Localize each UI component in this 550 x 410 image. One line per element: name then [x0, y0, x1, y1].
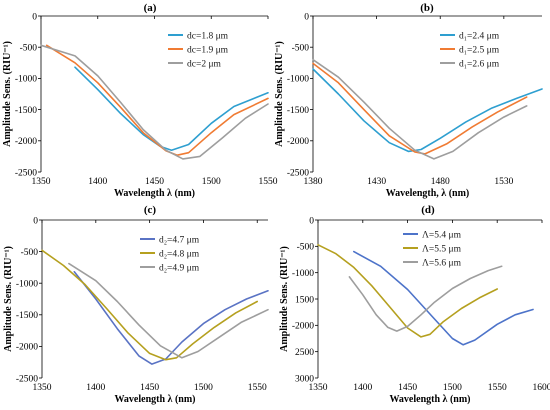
series-line-3	[312, 58, 528, 160]
y-axis-label: Amplitude Sens. (RIU⁻¹)	[279, 246, 290, 352]
series-line-3	[40, 44, 269, 160]
y-tick-label: -1000	[16, 280, 38, 290]
series-line-2	[41, 249, 259, 361]
y-tick-label: 3000	[295, 374, 314, 384]
x-tick-label: 1500	[194, 383, 213, 393]
x-tick-label: 1500	[202, 177, 221, 187]
x-tick-label: 1350	[33, 383, 52, 393]
x-tick-label: 1550	[259, 177, 278, 187]
y-tick-label: 1500	[295, 295, 314, 305]
x-tick-label: 1530	[494, 177, 513, 187]
y-tick-label: -2000	[15, 137, 37, 147]
x-tick-label: 1430	[367, 177, 386, 187]
y-tick-label: 2500	[295, 348, 314, 358]
y-tick-label: -2000	[292, 322, 314, 332]
panel-title: (b)	[420, 2, 434, 14]
x-tick-label: 1450	[145, 177, 164, 187]
legend-label: d₂=4.7 μm	[159, 235, 200, 245]
y-axis-label: Amplitude Sens. (RIU⁻¹)	[2, 41, 13, 147]
legend-label: Λ=5.5 μm	[422, 244, 462, 254]
series-line-2	[45, 44, 269, 156]
legend: d₁=2.4 μm d₁=2.5 μm d₁=2.6 μm	[440, 31, 500, 69]
x-tick-label: 1450	[140, 383, 159, 393]
y-tick-label: -1500	[15, 106, 37, 116]
y-tick-label: 0	[304, 12, 309, 22]
y-tick-label: -1000	[292, 269, 314, 279]
y-tick-label: 0	[33, 216, 38, 226]
x-axis-label: Wavelength, λ (nm)	[386, 188, 470, 199]
series-line-2	[312, 62, 528, 155]
y-tick-label: -2500	[15, 168, 37, 178]
panel-title: (c)	[144, 204, 157, 216]
x-tick-label: 1600	[533, 383, 550, 393]
y-tick-label: -1000	[15, 75, 37, 85]
y-tick-label: -1000	[287, 75, 309, 85]
legend-label: dc=1.8 μm	[187, 31, 229, 41]
x-tick-label: 1450	[398, 383, 417, 393]
y-tick-label: -500	[20, 44, 38, 54]
y-tick-label: -1500	[16, 311, 38, 321]
x-tick-label: 1550	[248, 383, 267, 393]
y-tick-label: -1500	[287, 106, 309, 116]
legend-label: d₂=4.9 μm	[159, 263, 200, 273]
panel-title: (d)	[421, 204, 435, 216]
x-tick-label: 1380	[304, 177, 323, 187]
legend: dc=1.8 μm dc=1.9 μm dc=2 μm	[168, 31, 229, 69]
x-tick-label: 1500	[443, 383, 462, 393]
series-line-1	[73, 270, 269, 365]
x-tick-label: 1400	[353, 383, 372, 393]
x-tick-label: 1350	[32, 177, 51, 187]
y-axis-label: Amplitude Sens. (RIU⁻¹)	[3, 246, 14, 352]
x-axis-label: Wavelength λ (nm)	[114, 188, 195, 199]
y-axis-label: Amplitude Sens. (RIU⁻¹)	[274, 41, 285, 147]
y-tick-label: -2000	[16, 343, 38, 353]
series-line-1	[74, 66, 269, 151]
x-axis-label: Wavelength λ (nm)	[114, 394, 195, 405]
legend-label: d₁=2.4 μm	[459, 31, 500, 41]
y-tick-label: -500	[297, 243, 315, 253]
x-tick-label: 1400	[88, 177, 107, 187]
panel-title: (a)	[144, 2, 157, 14]
y-tick-label: 0	[309, 216, 314, 226]
x-tick-label: 1350	[309, 383, 328, 393]
series-line-1	[312, 68, 543, 153]
legend: Λ=5.4 μm Λ=5.5 μm Λ=5.6 μm	[403, 230, 462, 268]
series-line-1	[352, 250, 534, 346]
x-axis-label: Wavelength λ (nm)	[389, 394, 470, 405]
y-tick-label: -500	[21, 248, 39, 258]
legend-label: d₂=4.8 μm	[159, 249, 200, 259]
series-line-2	[317, 244, 499, 338]
x-tick-label: 1400	[86, 383, 105, 393]
y-tick-label: -2500	[16, 374, 38, 384]
legend-label: dc=1.9 μm	[187, 45, 229, 55]
legend-label: Λ=5.6 μm	[422, 258, 462, 268]
y-tick-label: -500	[292, 44, 310, 54]
legend: d₂=4.7 μm d₂=4.8 μm d₂=4.9 μm	[140, 235, 200, 273]
y-tick-label: -2500	[287, 168, 309, 178]
series-line-3	[68, 262, 269, 359]
legend-label: dc=2 μm	[187, 59, 222, 69]
y-tick-label: 0	[32, 12, 37, 22]
y-tick-label: -2000	[287, 137, 309, 147]
x-tick-label: 1550	[488, 383, 507, 393]
legend-label: Λ=5.4 μm	[422, 230, 462, 240]
x-tick-label: 1480	[431, 177, 450, 187]
legend-label: d₁=2.6 μm	[459, 59, 500, 69]
legend-label: d₁=2.5 μm	[459, 45, 500, 55]
series-line-3	[348, 265, 503, 332]
